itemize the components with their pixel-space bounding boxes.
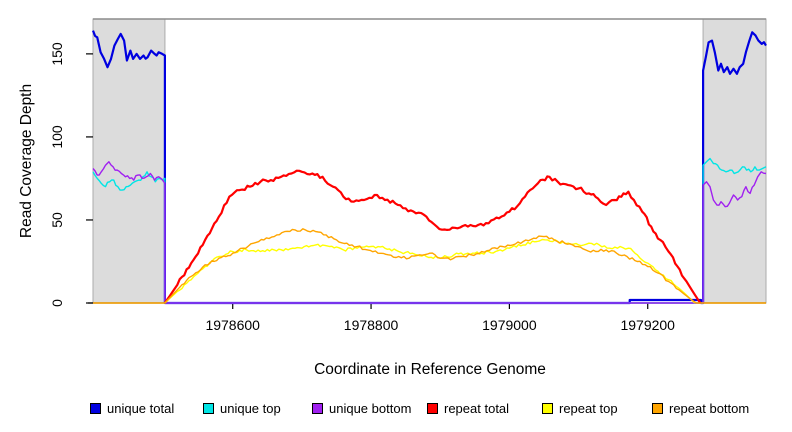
legend-item: repeat bottom [652,401,749,416]
legend-swatch-icon [312,403,323,414]
legend-swatch-icon [203,403,214,414]
legend-item: repeat top [542,401,618,416]
x-tick-label: 1979000 [482,317,537,333]
series-line-repeat-top [164,238,696,304]
x-axis-title: Coordinate in Reference Genome [314,361,546,378]
legend-swatch-icon [652,403,663,414]
x-tick-label: 1978800 [343,317,399,333]
series-line-repeat-bottom [93,228,766,304]
shaded-region [702,18,767,304]
legend-label: repeat top [559,401,618,416]
legend-label: unique total [107,401,175,416]
legend-item: unique top [203,401,281,416]
legend-label: repeat total [444,401,510,416]
y-tick-label: 50 [49,212,65,228]
legend-swatch-icon [90,403,101,414]
series-line-unique-top [92,157,767,304]
series-line-unique-total [91,30,767,305]
y-axis-title: Read Coverage Depth [18,83,35,239]
x-tick-label: 1978600 [205,317,260,333]
series-line-repeat-total [163,169,702,304]
legend-swatch-icon [542,403,553,414]
shaded-region [92,18,166,304]
legend-item: unique bottom [312,401,411,416]
legend-label: repeat bottom [669,401,750,416]
legend-item: repeat total [427,401,509,416]
legend-label: unique top [220,401,281,416]
legend-item: unique total [90,401,174,416]
x-tick-label: 1979200 [620,317,675,333]
y-tick-label: 100 [49,125,65,149]
y-tick-label: 150 [49,42,65,66]
legend-swatch-icon [427,403,438,414]
y-tick-label: 0 [49,299,65,307]
legend-label: unique bottom [329,401,412,416]
series-line-unique-bottom [92,161,767,304]
